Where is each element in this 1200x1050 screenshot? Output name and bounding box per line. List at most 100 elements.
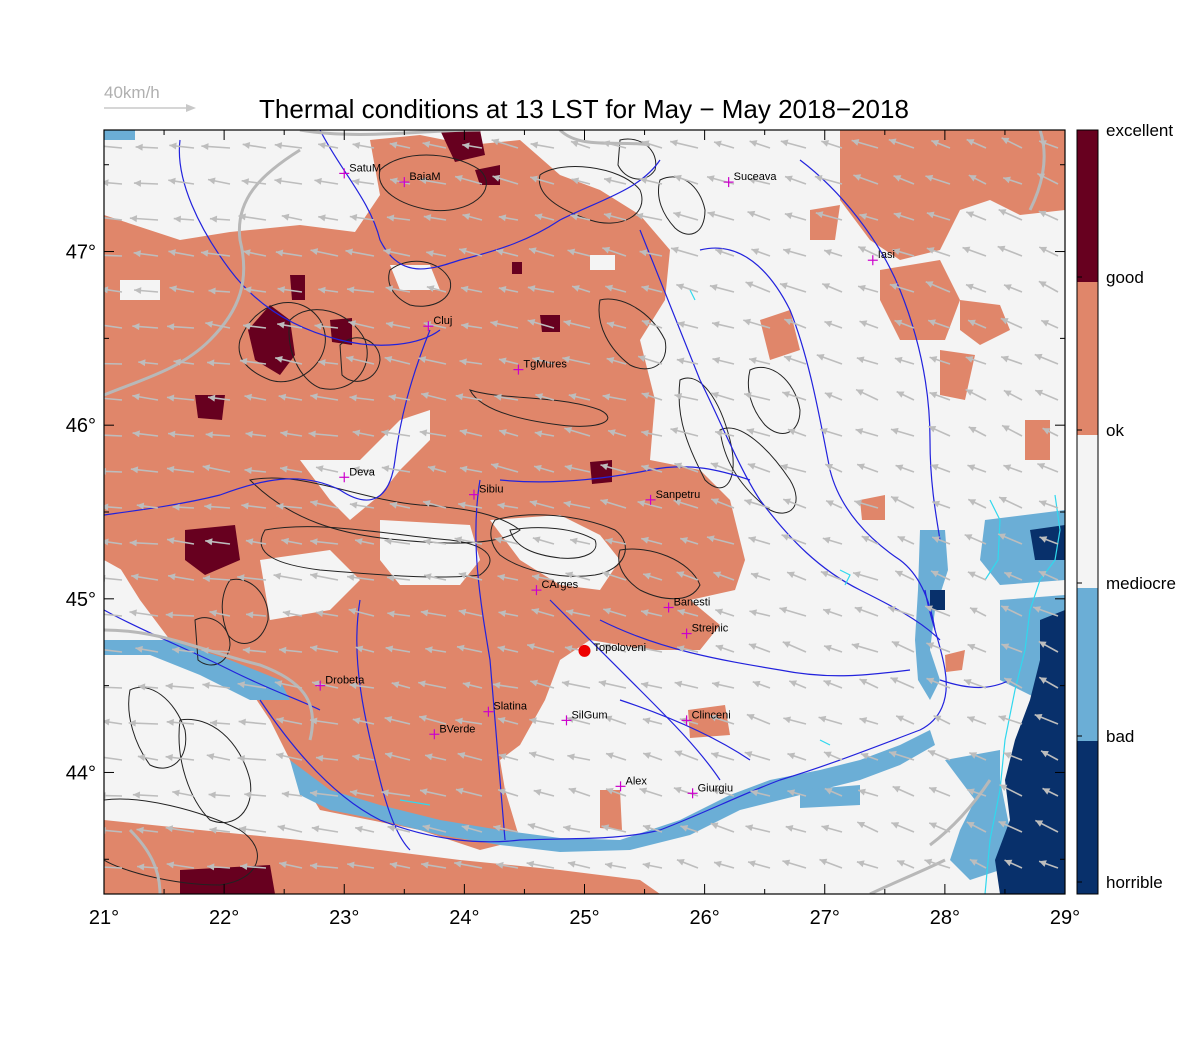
wind-arrow-head (824, 320, 833, 328)
wind-arrow-head (205, 431, 213, 439)
legend-swatch (1077, 588, 1098, 741)
wind-arrow-head (783, 248, 791, 255)
y-tick-label: 46° (66, 415, 96, 437)
wind-arrow-head (241, 502, 249, 510)
wind-arrow-head (492, 681, 501, 689)
wind-arrow-head (605, 537, 613, 545)
wind-arrow-head (925, 174, 934, 182)
wind-arrow-head (709, 714, 718, 722)
wind-arrow-head (891, 822, 900, 829)
wind-arrow-head (491, 138, 500, 146)
wind-arrow-head (890, 427, 899, 435)
wind-arrow-head (966, 139, 975, 146)
wind-arrow-head (567, 753, 575, 761)
wind-arrow-head (784, 318, 793, 326)
wind-arrow-head (714, 860, 722, 868)
wind-arrow-head (824, 392, 833, 399)
wind-arrow-head (497, 716, 506, 724)
wind-arrow-head (674, 680, 683, 688)
wind-arrow-head (206, 753, 215, 760)
wind-arrow-head (526, 860, 535, 868)
wind-arrow-head (637, 500, 646, 507)
wind-arrow-head (823, 608, 831, 616)
wind-arrow-head (310, 499, 318, 507)
wind-arrow-head (418, 680, 426, 688)
wind-arrow-head (572, 285, 580, 292)
legend-label: good (1106, 268, 1144, 287)
x-tick-label: 27° (810, 907, 840, 929)
wind-arrow-head (104, 467, 106, 475)
wind-arrow-head (568, 787, 577, 795)
wind-arrow-head (897, 860, 905, 867)
wind-arrow (104, 756, 123, 761)
wind-arrow-head (498, 214, 507, 222)
wind-arrow-head (458, 571, 467, 579)
wind-arrow-head (345, 248, 353, 256)
wind-arrow (104, 434, 123, 437)
wind-arrow-head (165, 754, 173, 761)
wind-arrow-head (132, 791, 141, 799)
wind-arrow-head (423, 214, 432, 222)
rivers (104, 130, 1011, 851)
wind-arrow-head (381, 789, 389, 797)
wind-arrow-head (926, 247, 935, 254)
wind-arrow-head (423, 538, 431, 546)
wind-arrow-head (643, 752, 651, 759)
wind-arrow-head (209, 826, 217, 834)
wind-arrow-head (527, 822, 536, 830)
city-label: Banesti (674, 597, 711, 609)
wind-arrow-head (639, 176, 648, 184)
wind-arrow-head (104, 538, 109, 546)
wind-arrow-head (459, 358, 467, 366)
x-tick-label: 25° (569, 907, 599, 929)
wind-arrow-head (670, 427, 679, 435)
city-deva: Deva (339, 466, 376, 483)
wind-arrow-head (711, 787, 720, 795)
wind-arrow-head (571, 177, 580, 185)
wind-arrow-head (165, 611, 173, 619)
wind-arrow-head (598, 680, 607, 687)
wind-arrow-head (168, 249, 176, 256)
wind-arrow-head (1034, 353, 1043, 361)
city-suceava: Suceava (723, 171, 777, 188)
wind-arrow-head (455, 717, 463, 725)
wind-arrow-head (712, 321, 720, 328)
wind-arrow-head (532, 573, 540, 581)
wind-arrow-head (527, 643, 535, 651)
wind-arrow-head (205, 538, 213, 546)
wind-arrow-head (858, 246, 867, 253)
wind-arrow-head (715, 248, 724, 256)
wind-arrow-head (893, 212, 902, 219)
wind-arrow-head (781, 534, 790, 541)
wind-arrow-head (530, 141, 539, 149)
wind-arrow-head (168, 430, 176, 438)
wind-arrow-head (173, 358, 181, 366)
city-satum: SatuM (339, 162, 381, 179)
wind-arrow-head (743, 318, 752, 326)
wind-arrow-head (355, 538, 363, 545)
wind-arrow-head (894, 319, 903, 327)
wind-arrow-head (895, 464, 904, 472)
wind-arrow-head (137, 754, 146, 762)
city-clinceni: Clinceni (681, 709, 731, 726)
wind-arrow-head (748, 643, 757, 650)
wind-arrow-head (604, 715, 613, 723)
wind-arrow-head (602, 140, 611, 148)
wind-arrow-head (932, 536, 940, 543)
wind-arrow-head (494, 536, 503, 544)
wind-arrow-head (459, 465, 468, 473)
wind-arrow-head (275, 249, 284, 257)
wind-arrow-head (715, 608, 724, 616)
wind-arrow-head (564, 645, 573, 653)
wind-arrow-head (1041, 320, 1050, 327)
wind-arrow-head (816, 353, 825, 361)
wind-arrow-head (711, 751, 719, 759)
wind-arrow-head (712, 357, 721, 364)
wind-arrow-head (422, 141, 431, 148)
wind-arrow-head (166, 718, 174, 726)
wind-arrow-head (787, 571, 795, 579)
wind-arrow (104, 648, 123, 653)
wind-arrow-head (925, 605, 933, 612)
wind-arrow-head (602, 393, 611, 401)
